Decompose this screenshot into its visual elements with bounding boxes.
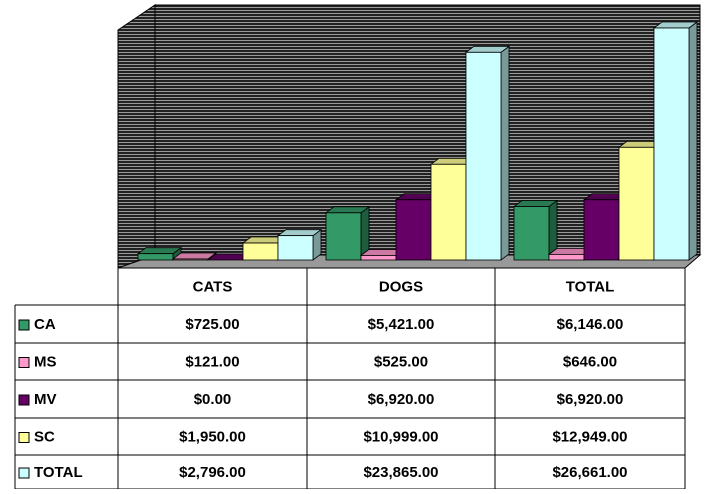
value-label: $2,796.00 — [179, 464, 246, 481]
bar-top — [276, 229, 323, 237]
legend-label: MS — [34, 353, 57, 370]
legend-label: CA — [34, 316, 56, 333]
bar-front — [430, 163, 467, 261]
legend-key — [18, 394, 30, 406]
bar — [324, 206, 371, 261]
bar-top — [171, 252, 218, 260]
bar — [464, 45, 511, 261]
value-label: $23,865.00 — [363, 464, 438, 481]
side-wall — [117, 4, 156, 269]
bar-front — [653, 27, 690, 261]
legend-label: TOTAL — [34, 464, 83, 481]
bar-front — [395, 199, 432, 261]
value-label: $1,950.00 — [179, 428, 246, 445]
bar — [136, 246, 183, 261]
value-label: $646.00 — [563, 353, 617, 370]
legend-label: MV — [34, 391, 57, 408]
bar — [276, 228, 323, 261]
bar-front — [465, 51, 502, 261]
value-label: $26,661.00 — [552, 464, 627, 481]
bar-front — [277, 235, 314, 261]
legend-key — [18, 467, 30, 479]
bar-front — [137, 253, 174, 261]
value-label: $12,949.00 — [552, 428, 627, 445]
column-header: TOTAL — [566, 278, 615, 295]
legend-key — [18, 357, 30, 368]
bar-top — [324, 206, 371, 214]
bar-front — [172, 258, 209, 261]
bar-top — [652, 21, 699, 29]
column-header: CATS — [193, 278, 233, 295]
value-label: $10,999.00 — [363, 428, 438, 445]
bar-front — [618, 146, 655, 261]
value-label: $525.00 — [374, 353, 428, 370]
value-label: $5,421.00 — [368, 316, 435, 333]
value-label: $121.00 — [185, 353, 239, 370]
value-label: $725.00 — [185, 316, 239, 333]
column-header: DOGS — [379, 278, 423, 295]
bar — [652, 21, 699, 261]
bar-top — [136, 247, 183, 255]
value-label: $6,920.00 — [557, 391, 624, 408]
legend-label: SC — [34, 428, 55, 445]
bar-top — [512, 200, 559, 207]
bar-front — [360, 255, 397, 261]
value-label: $0.00 — [194, 391, 232, 408]
bar-side — [500, 45, 510, 261]
bar-front — [325, 212, 362, 261]
bar-front — [548, 253, 585, 261]
bar-front — [242, 242, 279, 261]
bar-side — [688, 21, 698, 261]
legend-key — [18, 319, 30, 331]
legend-key — [18, 432, 30, 443]
bar — [512, 199, 559, 261]
value-label: $6,920.00 — [368, 391, 435, 408]
value-label: $6,146.00 — [557, 316, 624, 333]
bar-front — [583, 199, 620, 261]
bar-front — [513, 206, 550, 261]
bar-top — [464, 45, 511, 53]
